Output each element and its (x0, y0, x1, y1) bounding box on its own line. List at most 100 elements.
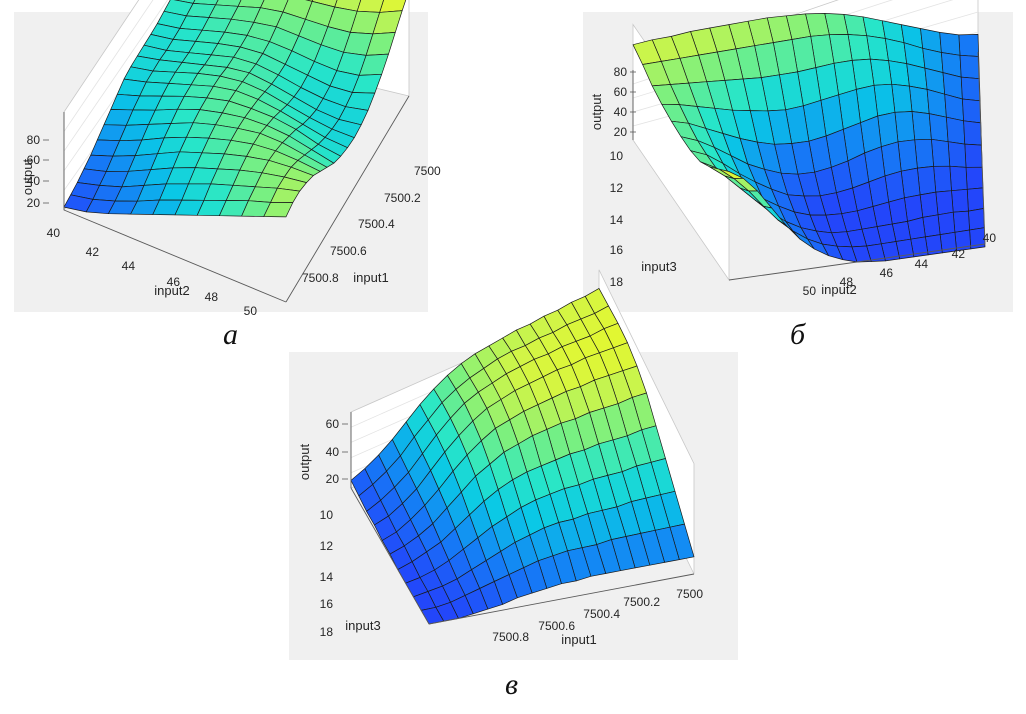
y-tick-label: 16 (320, 597, 334, 611)
axes (632, 51, 986, 281)
x-tick-label: 48 (840, 275, 854, 289)
axis-line-front-right (285, 95, 410, 303)
surface-patch (928, 113, 949, 143)
surface-patch (963, 120, 982, 146)
wall-gridline (63, 0, 154, 132)
axis-line-front-right (728, 243, 986, 281)
caption-c: в (505, 668, 519, 701)
y-tick-label: 7500.6 (330, 244, 367, 258)
z-axis-label: output (20, 159, 35, 196)
x-tick-label: 44 (915, 257, 929, 271)
x-axis-label: input2 (821, 282, 856, 297)
x-tick-label: 44 (122, 259, 136, 273)
surface-patch (935, 190, 954, 216)
y-tick-label: 14 (320, 570, 334, 584)
surface-patch (914, 138, 934, 169)
x-tick-label: 7500 (676, 587, 703, 601)
caption-a: а (223, 318, 238, 351)
z-axis-label: output (297, 444, 312, 481)
axes (350, 412, 695, 625)
surface-patch (965, 166, 984, 190)
z-tick-label: 60 (27, 153, 41, 167)
y-axis-label: input3 (641, 259, 676, 274)
x-tick-label: 7500.4 (583, 607, 620, 621)
y-tick-label: 12 (320, 539, 334, 553)
surface-plot-c: 20 40 60 7500 7500.2 7500.4 7500.6 7500.8 10 12 14… (289, 269, 738, 660)
y-tick-label: 14 (610, 213, 624, 227)
z-tick-label: 40 (614, 105, 628, 119)
x-tick-label: 40 (47, 226, 61, 240)
x-tick-label: 42 (952, 247, 966, 261)
caption-b: б (790, 318, 806, 351)
surface-plot-a-canvas: 20 40 60 80 40 42 44 46 48 50 7500 7500.2 7500.4 7500… (20, 0, 441, 318)
wall-gridline (63, 0, 169, 152)
surface-patch (909, 85, 930, 114)
x-tick-label: 7500.8 (492, 630, 529, 644)
y-tick-label: 18 (610, 275, 624, 289)
surface-patch (952, 210, 970, 233)
z-tick-label: 20 (326, 472, 340, 486)
surface-plot-a: 20 40 60 80 40 42 44 46 48 50 7500 7500.2 7500.4 7500… (14, 0, 441, 318)
surface-patch (966, 187, 984, 212)
x-tick-label: 7500.6 (538, 619, 575, 633)
z-tick-label: 40 (326, 445, 340, 459)
axis-line-front-left (63, 209, 287, 303)
y-tick-label: 7500.2 (384, 191, 421, 205)
y-tick-label: 7500 (414, 164, 441, 178)
surface-plot-b: 20 40 60 80 40 42 44 46 48 50 10 12 14 16 18 output inpu… (583, 0, 1013, 312)
axis-line-front-left (977, 51, 986, 245)
tick-labels: 20 40 60 80 40 42 44 46 48 50 7500 7500.2 7500.4 7500… (27, 133, 441, 318)
surface-mesh (350, 288, 695, 625)
surface-patch (949, 165, 968, 192)
z-tick-label: 20 (27, 196, 41, 210)
x-tick-label: 42 (86, 245, 100, 259)
surface-mesh (63, 0, 407, 218)
x-tick-label: 40 (983, 231, 997, 245)
x-tick-label: 7500.2 (623, 595, 660, 609)
surface-patch (946, 116, 966, 145)
surface-patch (962, 98, 982, 124)
x-tick-label: 46 (880, 266, 894, 280)
surface-patch (959, 54, 980, 80)
surface-patch (933, 165, 952, 193)
y-tick-label: 7500.4 (358, 217, 395, 231)
y-tick-label: 10 (610, 149, 624, 163)
y-tick-label: 18 (320, 625, 334, 639)
surface-patch (939, 32, 961, 56)
axis-line-front-right (428, 573, 695, 625)
y-tick-label: 10 (320, 508, 334, 522)
surface-patch (947, 141, 967, 168)
x-tick-label: 50 (244, 304, 258, 318)
x-axis-label: input1 (561, 632, 596, 647)
y-tick-label: 12 (610, 181, 624, 195)
z-tick-label: 40 (27, 174, 41, 188)
surface-patch (922, 214, 941, 238)
z-tick-label: 60 (614, 85, 628, 99)
surface-mesh (632, 13, 986, 263)
surface-patch (911, 111, 932, 141)
x-tick-label: 46 (167, 275, 181, 289)
surface-patch (937, 211, 956, 235)
z-tick-label: 60 (326, 417, 340, 431)
y-tick-label: 16 (610, 243, 624, 257)
y-axis-label: input3 (345, 618, 380, 633)
y-axis-label: input1 (353, 270, 388, 285)
tick-labels: 20 40 60 80 40 42 44 46 48 50 10 12 14 16 18 (610, 65, 997, 298)
x-axis-label: input2 (154, 283, 189, 298)
x-tick-label: 50 (803, 284, 817, 298)
surface-patch (951, 188, 969, 213)
x-tick-label: 48 (205, 290, 219, 304)
surface-patch (884, 38, 908, 64)
surface-patch (931, 138, 951, 167)
axes (63, 95, 410, 303)
z-tick-label: 80 (614, 65, 628, 79)
surface-patch (968, 208, 985, 231)
axis-line-front-left (350, 487, 430, 625)
surface-plot-b-canvas: 20 40 60 80 40 42 44 46 48 50 10 12 14 16 18 output inpu… (589, 0, 997, 298)
surface-patch (917, 166, 937, 196)
surface-patch (964, 143, 983, 168)
z-axis-label: output (589, 94, 604, 131)
surface-patch (919, 191, 939, 218)
